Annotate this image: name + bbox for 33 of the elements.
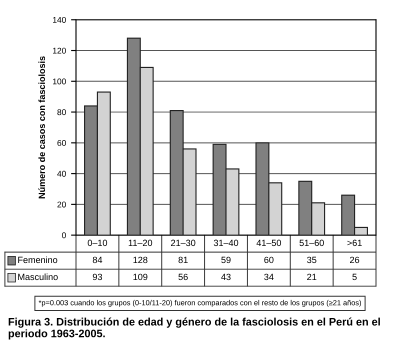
y-tick-label: 120 [53,48,66,54]
x-tick-label: 51–60 [300,240,324,246]
y-axis-title: Número de casos con fasciolosis [38,56,46,198]
x-tick-label: 41–50 [256,240,282,246]
x-tick-label: 0–10 [88,240,108,246]
x-tick-label: >61 [347,240,362,246]
data-label: 109 [133,274,148,280]
x-tick-label: 31–40 [214,240,238,246]
y-tick-label: 100 [53,78,66,84]
data-label: 5 [352,274,357,280]
legend-label: Femenino [18,256,58,264]
y-tick-label: 60 [57,140,66,146]
data-label: 128 [133,256,148,264]
x-tick-label: 21–30 [171,240,196,246]
data-label: 93 [92,274,102,280]
text: Figura 3. Distribución de edad y género de la fasciolosis en el Perú en el periodo 1963-2005. [8,318,380,340]
data-label: 34 [264,274,274,280]
data-label: 35 [307,256,316,264]
data-label: 59 [221,256,231,264]
legend-label: Masculino [18,273,58,280]
data-label: 84 [92,256,102,264]
data-label: 43 [221,274,231,280]
data-label: 21 [307,274,316,280]
y-tick-label: 40 [57,170,66,177]
y-tick-label: 140 [53,16,66,23]
data-label: 56 [178,274,188,280]
data-label: 26 [350,256,360,264]
x-tick-label: 11–20 [128,240,152,246]
y-tick-label: 80 [57,109,66,116]
y-tick-label: 0 [62,232,66,238]
y-tick-label: 20 [57,202,66,208]
data-label: 60 [264,256,274,264]
data-label: 81 [178,256,188,264]
